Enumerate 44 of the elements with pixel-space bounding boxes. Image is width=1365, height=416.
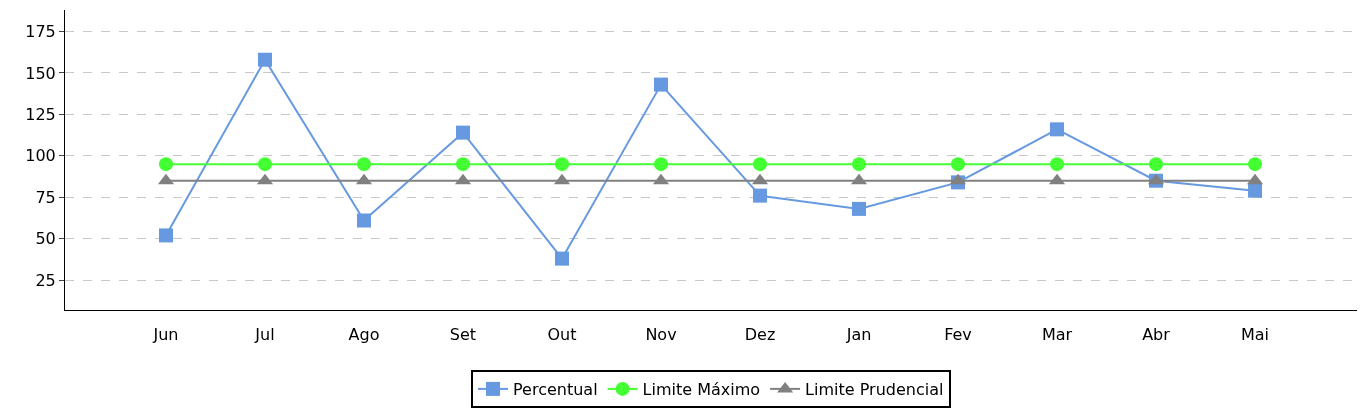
point bbox=[654, 157, 668, 172]
point bbox=[753, 188, 768, 203]
point bbox=[1050, 122, 1065, 137]
x-tick-label: Mai bbox=[1241, 325, 1270, 345]
x-tick-label: Set bbox=[449, 325, 477, 345]
point bbox=[555, 251, 569, 266]
point bbox=[158, 157, 173, 172]
x-tick-label: Dez bbox=[744, 325, 776, 345]
x-tick-label: Jan bbox=[845, 325, 872, 345]
point bbox=[257, 52, 272, 67]
point bbox=[654, 77, 668, 92]
point bbox=[356, 213, 371, 228]
x-tick-label: Nov bbox=[645, 325, 677, 345]
x-tick-label: Abr bbox=[1142, 325, 1171, 345]
point bbox=[1050, 157, 1065, 172]
legend-label: Limite Prudencial bbox=[805, 380, 944, 400]
y-tick-label: 150 bbox=[25, 63, 56, 83]
legend-label: Limite Máximo bbox=[642, 380, 761, 400]
point bbox=[357, 157, 371, 172]
x-tick-label: Out bbox=[547, 325, 577, 345]
legend-label: Percentual bbox=[513, 380, 598, 400]
point bbox=[1248, 157, 1263, 172]
point bbox=[258, 157, 272, 172]
y-tick-label: 100 bbox=[25, 146, 56, 166]
point bbox=[951, 157, 966, 172]
point bbox=[456, 125, 470, 140]
y-tick-label: 125 bbox=[25, 105, 56, 125]
point bbox=[456, 157, 470, 172]
x-tick-label: Ago bbox=[348, 325, 380, 345]
x-tick-label: Mar bbox=[1041, 325, 1073, 345]
point bbox=[852, 157, 867, 172]
y-tick-label: 175 bbox=[25, 22, 56, 42]
point bbox=[555, 157, 569, 172]
x-tick-label: Fev bbox=[944, 325, 972, 345]
x-tick-label: Jul bbox=[254, 325, 275, 345]
point bbox=[158, 228, 173, 243]
point bbox=[1248, 183, 1263, 198]
x-tick-label: Jun bbox=[152, 325, 179, 345]
point bbox=[1149, 157, 1164, 172]
point bbox=[852, 201, 867, 216]
point bbox=[753, 157, 768, 172]
y-tick-label: 25 bbox=[35, 270, 56, 290]
y-tick-label: 75 bbox=[35, 187, 56, 207]
y-tick-label: 50 bbox=[35, 229, 56, 249]
